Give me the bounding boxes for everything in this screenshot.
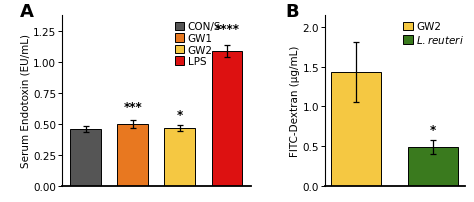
Text: *: * xyxy=(430,123,436,136)
Text: ***: *** xyxy=(123,100,142,113)
Bar xyxy=(331,73,381,186)
Text: ****: **** xyxy=(214,23,239,36)
Y-axis label: Serum Endotoxin (EU/mL): Serum Endotoxin (EU/mL) xyxy=(20,34,30,168)
Text: A: A xyxy=(20,3,34,20)
Bar xyxy=(70,129,101,186)
Bar xyxy=(118,124,148,186)
Text: *: * xyxy=(177,108,183,121)
Y-axis label: FITC-Dextran (μg/mL): FITC-Dextran (μg/mL) xyxy=(290,46,300,156)
Legend: CON/S, GW1, GW2, LPS: CON/S, GW1, GW2, LPS xyxy=(173,21,222,68)
Legend: GW2, $\it{L.reuteri}$: GW2, $\it{L.reuteri}$ xyxy=(402,21,465,47)
Bar xyxy=(408,147,458,186)
Bar xyxy=(211,52,242,186)
Bar xyxy=(164,128,195,186)
Text: B: B xyxy=(286,3,299,20)
